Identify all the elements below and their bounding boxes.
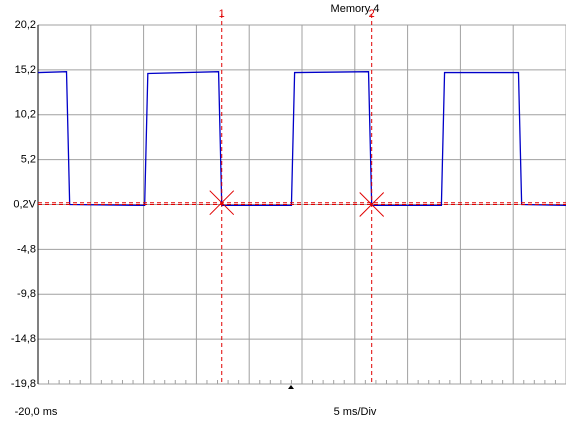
- cursor-cross: [359, 192, 385, 217]
- y-tick-label: 20,2: [15, 19, 36, 31]
- trace: [37, 70, 566, 207]
- y-tick-label: 5,2: [21, 154, 36, 166]
- y-tick-label: 10,2: [15, 109, 36, 121]
- y-tick-label: 0,2V: [13, 198, 36, 210]
- y-tick-label: -19,8: [11, 378, 36, 390]
- chart-title: Memory 4: [331, 3, 380, 15]
- trigger-marker: [288, 385, 294, 389]
- y-tick-label: 15,2: [15, 64, 36, 76]
- y-tick-label: -4,8: [17, 243, 36, 255]
- cursor-label: 2: [369, 8, 375, 20]
- y-tick-label: -14,8: [11, 333, 36, 345]
- x-scale-label: 5 ms/Div: [334, 406, 377, 418]
- cursor-label: 1: [219, 8, 225, 20]
- x-tick-label: -20,0 ms: [15, 406, 58, 418]
- y-tick-label: -9,8: [17, 288, 36, 300]
- cursor-cross: [209, 190, 235, 216]
